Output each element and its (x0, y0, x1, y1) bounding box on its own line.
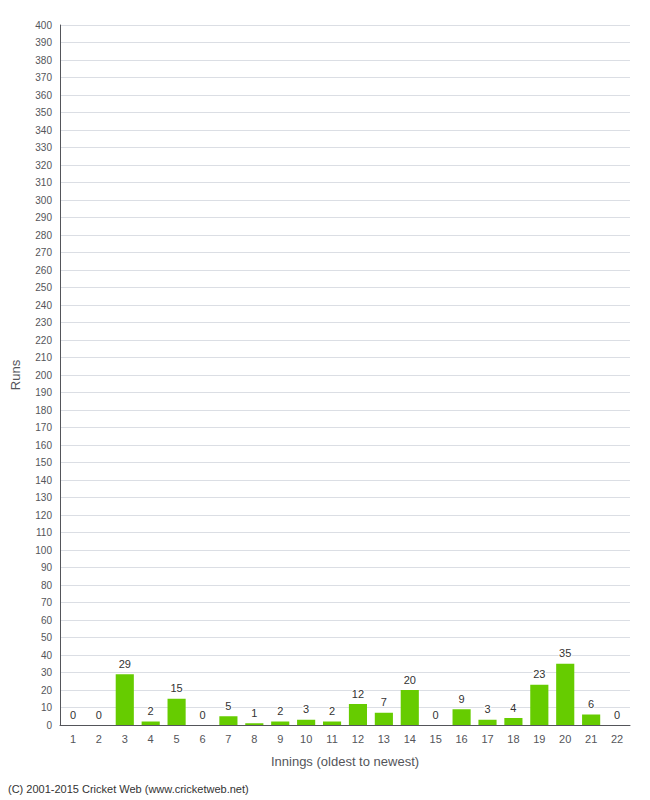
svg-text:70: 70 (41, 597, 53, 608)
svg-text:7: 7 (225, 733, 231, 745)
svg-text:11: 11 (326, 733, 337, 745)
svg-text:360: 360 (35, 90, 52, 101)
svg-text:80: 80 (41, 580, 53, 591)
svg-text:90: 90 (41, 562, 53, 573)
svg-text:100: 100 (35, 545, 52, 556)
svg-text:12: 12 (352, 733, 364, 745)
svg-text:290: 290 (35, 212, 52, 223)
svg-text:20: 20 (404, 674, 416, 686)
svg-text:29: 29 (119, 658, 131, 670)
svg-text:4: 4 (148, 733, 154, 745)
svg-text:0: 0 (70, 709, 76, 721)
svg-text:23: 23 (533, 668, 545, 680)
svg-text:230: 230 (35, 317, 52, 328)
svg-text:160: 160 (35, 440, 52, 451)
svg-text:4: 4 (510, 702, 516, 714)
svg-text:0: 0 (96, 709, 102, 721)
svg-text:2: 2 (277, 705, 283, 717)
svg-text:310: 310 (35, 177, 52, 188)
svg-text:10: 10 (41, 702, 53, 713)
svg-text:340: 340 (35, 125, 52, 136)
svg-text:180: 180 (35, 405, 52, 416)
svg-text:280: 280 (35, 230, 52, 241)
svg-text:120: 120 (35, 510, 52, 521)
svg-text:13: 13 (378, 733, 390, 745)
svg-text:15: 15 (430, 733, 442, 745)
svg-text:20: 20 (41, 685, 53, 696)
svg-text:6: 6 (199, 733, 205, 745)
svg-text:40: 40 (41, 650, 53, 661)
svg-text:1: 1 (251, 707, 257, 719)
svg-text:9: 9 (277, 733, 283, 745)
svg-text:2: 2 (329, 705, 335, 717)
svg-text:400: 400 (35, 20, 52, 31)
svg-text:1: 1 (70, 733, 76, 745)
svg-text:9: 9 (459, 693, 465, 705)
svg-text:60: 60 (41, 615, 53, 626)
svg-text:110: 110 (36, 527, 52, 538)
svg-text:21: 21 (585, 733, 597, 745)
svg-text:3: 3 (484, 703, 490, 715)
svg-text:250: 250 (35, 282, 52, 293)
svg-text:19: 19 (533, 733, 545, 745)
svg-text:150: 150 (35, 457, 52, 468)
svg-text:0: 0 (199, 709, 205, 721)
svg-text:7: 7 (381, 696, 387, 708)
svg-text:190: 190 (35, 387, 52, 398)
svg-text:5: 5 (225, 700, 231, 712)
svg-text:140: 140 (35, 475, 52, 486)
svg-text:3: 3 (122, 733, 128, 745)
svg-text:370: 370 (35, 72, 52, 83)
svg-text:30: 30 (41, 667, 53, 678)
svg-text:15: 15 (170, 682, 182, 694)
svg-text:Runs: Runs (8, 359, 23, 390)
svg-text:200: 200 (35, 370, 52, 381)
svg-text:20: 20 (559, 733, 571, 745)
svg-text:300: 300 (35, 195, 52, 206)
svg-text:220: 220 (35, 335, 52, 346)
svg-text:50: 50 (41, 632, 53, 643)
svg-text:Innings (oldest to newest): Innings (oldest to newest) (271, 754, 419, 769)
svg-text:0: 0 (614, 709, 620, 721)
svg-text:22: 22 (611, 733, 623, 745)
svg-text:18: 18 (507, 733, 519, 745)
svg-text:130: 130 (35, 492, 52, 503)
svg-text:2: 2 (148, 705, 154, 717)
svg-text:17: 17 (481, 733, 493, 745)
svg-text:380: 380 (35, 55, 52, 66)
svg-text:3: 3 (303, 703, 309, 715)
svg-text:35: 35 (559, 647, 571, 659)
svg-text:330: 330 (35, 142, 52, 153)
svg-text:170: 170 (35, 422, 52, 433)
svg-text:350: 350 (35, 107, 52, 118)
svg-text:16: 16 (455, 733, 467, 745)
svg-text:240: 240 (35, 300, 52, 311)
svg-text:12: 12 (352, 688, 364, 700)
svg-text:390: 390 (35, 37, 52, 48)
svg-text:0: 0 (433, 709, 439, 721)
svg-text:320: 320 (35, 160, 52, 171)
svg-text:5: 5 (174, 733, 180, 745)
svg-text:270: 270 (35, 247, 52, 258)
svg-text:6: 6 (588, 698, 594, 710)
svg-text:2: 2 (96, 733, 102, 745)
svg-text:0: 0 (46, 720, 52, 731)
svg-text:8: 8 (251, 733, 257, 745)
svg-text:10: 10 (300, 733, 312, 745)
svg-text:(C) 2001-2015 Cricket Web (www: (C) 2001-2015 Cricket Web (www.cricketwe… (8, 783, 249, 795)
svg-text:14: 14 (404, 733, 416, 745)
svg-text:260: 260 (35, 265, 52, 276)
svg-text:210: 210 (35, 352, 52, 363)
